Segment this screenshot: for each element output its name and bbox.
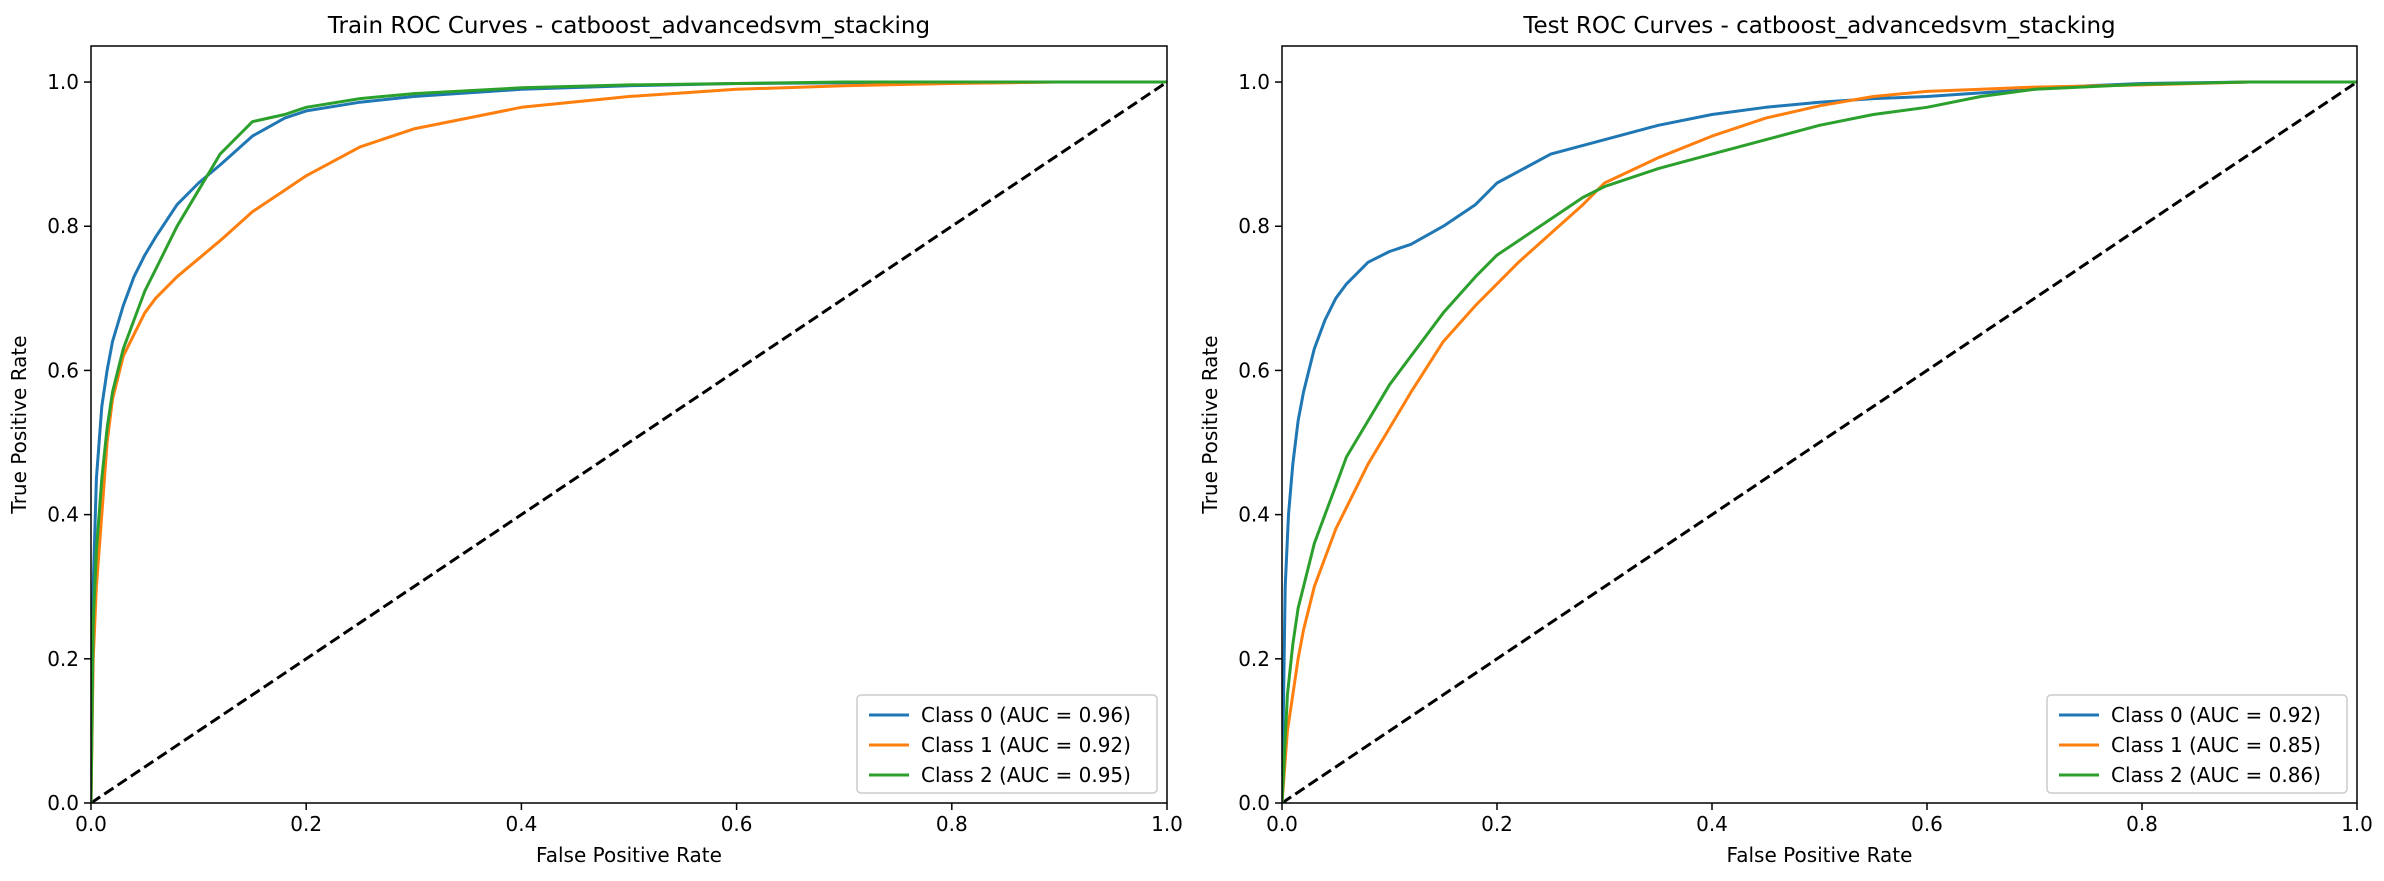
train-legend-label-class-1: Class 1 (AUC = 0.92)	[921, 733, 1131, 757]
test-legend-label-class-2: Class 2 (AUC = 0.86)	[2111, 763, 2321, 787]
test-legend-box	[2046, 694, 2348, 794]
train-y-axis-label: True Positive Rate	[7, 335, 31, 514]
test-chart-title: Test ROC Curves - catboost_advancedsvm_s…	[1522, 13, 2115, 39]
train-y-tick-label: 1.0	[47, 70, 79, 94]
test-x-axis-label: False Positive Rate	[1727, 843, 1913, 867]
train-x-tick-label: 1.0	[1151, 812, 1183, 836]
test-y-axis-label: True Positive Rate	[1198, 335, 1222, 514]
train-chart-title: Train ROC Curves - catboost_advancedsvm_…	[327, 13, 930, 39]
test-y-tick-label: 0.4	[1238, 503, 1270, 527]
test-plot-frame	[1281, 45, 2358, 804]
train-roc-panel: Train ROC Curves - catboost_advancedsvm_…	[7, 13, 1183, 867]
test-x-tick-label: 0.4	[1696, 812, 1728, 836]
test-y-tick-label: 0.2	[1238, 647, 1270, 671]
train-legend-label-class-2: Class 2 (AUC = 0.95)	[921, 763, 1131, 787]
test-y-tick-label: 0.8	[1238, 214, 1270, 238]
test-x-tick-label: 1.0	[2341, 812, 2373, 836]
test-legend-label-class-1: Class 1 (AUC = 0.85)	[2111, 733, 2321, 757]
test-x-tick-label: 0.6	[1911, 812, 1943, 836]
test-roc-line-class-1	[1282, 80, 2357, 803]
train-x-axis-label: False Positive Rate	[536, 843, 722, 867]
train-legend-box	[856, 694, 1158, 794]
test-x-tick-label: 0.2	[1481, 812, 1513, 836]
train-y-tick-label: 0.6	[47, 358, 79, 382]
test-x-tick-label: 0.0	[1266, 812, 1298, 836]
test-y-tick-label: 0.6	[1238, 358, 1270, 382]
test-legend-label-class-0: Class 0 (AUC = 0.92)	[2111, 703, 2321, 727]
train-y-tick-label: 0.2	[47, 647, 79, 671]
test-roc-line-class-0	[1282, 80, 2357, 803]
test-y-tick-label: 0.0	[1238, 791, 1270, 815]
train-plot-frame	[90, 45, 1168, 804]
test-roc-panel: Test ROC Curves - catboost_advancedsvm_s…	[1198, 13, 2373, 867]
train-legend: Class 0 (AUC = 0.96) Class 1 (AUC = 0.92)…	[856, 694, 1158, 794]
train-x-tick-label: 0.4	[505, 812, 537, 836]
test-x-tick-label: 0.8	[2126, 812, 2158, 836]
test-chance-diagonal	[1282, 80, 2357, 803]
train-chance-diagonal	[91, 80, 1167, 803]
train-x-tick-label: 0.2	[290, 812, 322, 836]
train-roc-line-class-2	[91, 80, 1167, 803]
train-legend-label-class-0: Class 0 (AUC = 0.96)	[921, 703, 1131, 727]
train-y-tick-label: 0.8	[47, 214, 79, 238]
train-roc-line-class-1	[91, 80, 1167, 803]
test-roc-line-class-2	[1282, 80, 2357, 803]
train-y-tick-label: 0.4	[47, 503, 79, 527]
test-y-tick-label: 1.0	[1238, 70, 1270, 94]
train-y-tick-label: 0.0	[47, 791, 79, 815]
train-x-tick-label: 0.0	[75, 812, 107, 836]
test-legend: Class 0 (AUC = 0.92) Class 1 (AUC = 0.85)…	[2046, 694, 2348, 794]
train-x-tick-label: 0.8	[936, 812, 968, 836]
train-x-tick-label: 0.6	[721, 812, 753, 836]
